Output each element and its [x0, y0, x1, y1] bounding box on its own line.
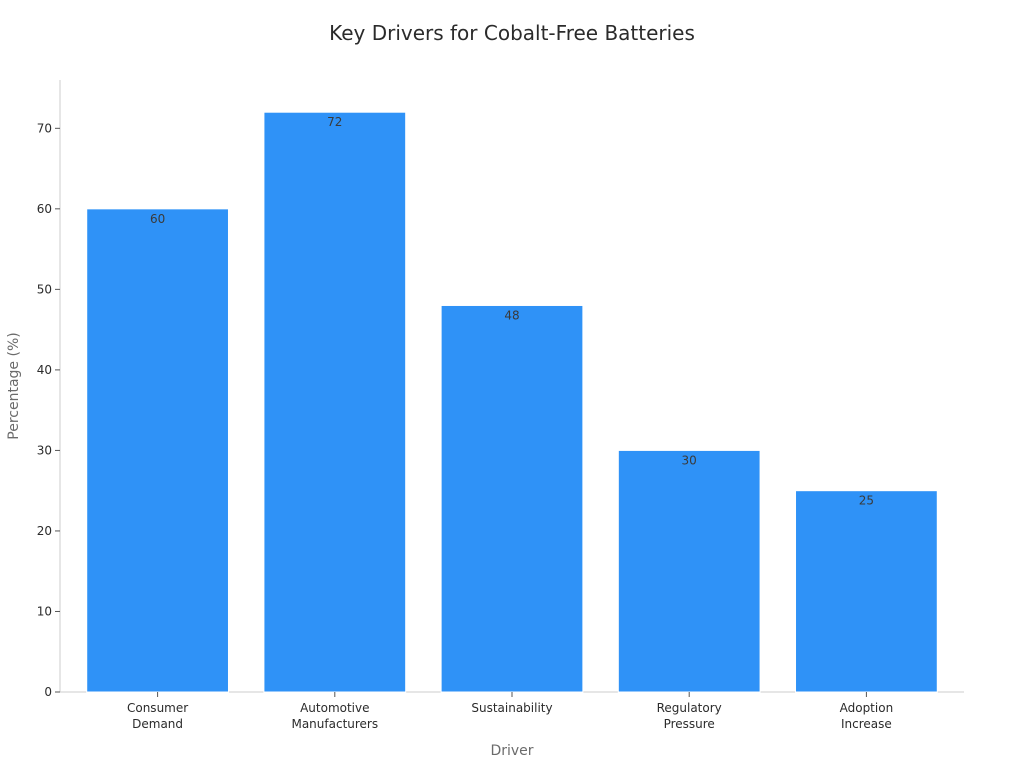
- y-axis-ticks: 0 10 20 30 40 50 60 70: [37, 121, 60, 699]
- bar-data-label: 72: [327, 115, 342, 129]
- y-tick-label: 50: [37, 282, 52, 296]
- x-axis-ticks: Consumer Demand Automotive Manufacturers Sus…: [127, 692, 893, 731]
- x-tick-label: Automotive Manufacturers: [291, 701, 378, 731]
- y-tick-label: 60: [37, 202, 52, 216]
- x-tick-label-line: Demand: [132, 717, 183, 731]
- bar: [263, 111, 407, 693]
- x-tick-label: Sustainability: [471, 701, 552, 715]
- bar: [86, 208, 229, 693]
- bar-data-label: 48: [504, 308, 519, 322]
- x-tick-label-line: Consumer: [127, 701, 188, 715]
- x-tick-label: Regulatory Pressure: [657, 701, 722, 731]
- x-tick-label: Adoption Increase: [840, 701, 894, 731]
- x-tick-label-line: Pressure: [664, 717, 715, 731]
- x-tick-label-line: Adoption: [840, 701, 894, 715]
- bar-data-label: 25: [859, 494, 874, 508]
- chart-title: Key Drivers for Cobalt-Free Batteries: [329, 21, 695, 45]
- bars-group: 60 72 48 30 25: [86, 111, 938, 693]
- bar-data-label: 60: [150, 212, 165, 226]
- y-axis-label: Percentage (%): [6, 332, 22, 439]
- x-axis-label: Driver: [490, 743, 533, 759]
- y-tick-label: 70: [37, 121, 52, 135]
- y-tick-label: 30: [37, 443, 52, 457]
- y-tick-label: 20: [37, 524, 52, 538]
- bar-data-label: 30: [682, 453, 697, 467]
- x-tick-label-line: Sustainability: [471, 701, 552, 715]
- bar: [617, 449, 761, 693]
- x-tick-label: Consumer Demand: [127, 701, 188, 731]
- x-tick-label-line: Increase: [841, 717, 892, 731]
- x-tick-label-line: Regulatory: [657, 701, 722, 715]
- x-tick-label-line: Manufacturers: [291, 717, 378, 731]
- bar: [795, 490, 938, 693]
- y-tick-label: 10: [37, 604, 52, 618]
- x-tick-label-line: Automotive: [300, 701, 369, 715]
- y-tick-label: 40: [37, 363, 52, 377]
- bar: [440, 304, 584, 693]
- y-tick-label: 0: [44, 685, 52, 699]
